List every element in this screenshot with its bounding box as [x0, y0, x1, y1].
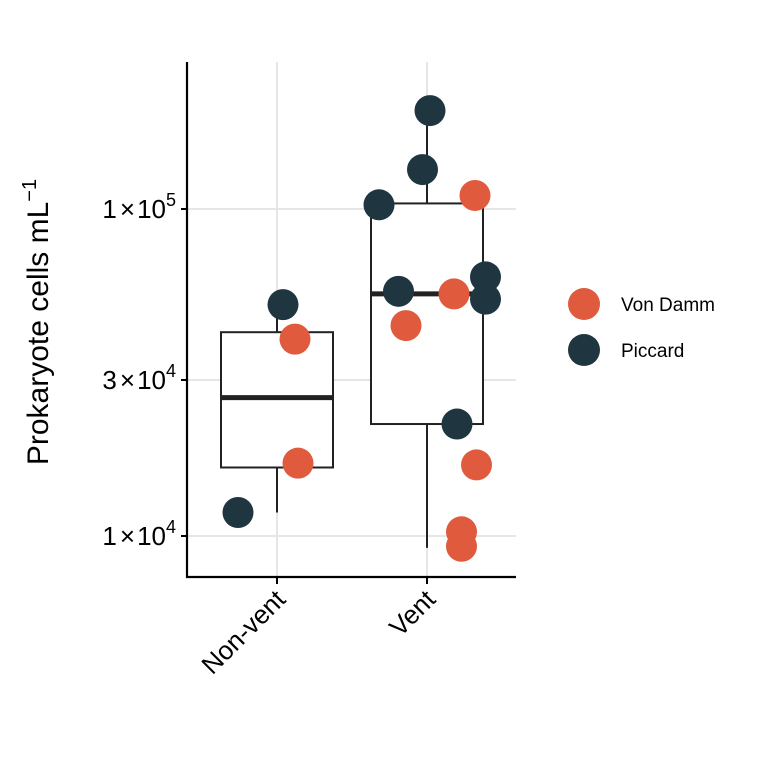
point-piccard	[414, 95, 446, 127]
point-piccard	[383, 275, 414, 307]
point-von-damm	[390, 310, 422, 342]
point-piccard	[267, 289, 299, 321]
box-vent	[370, 110, 484, 548]
x-tick-label-non-vent: Non-vent	[195, 583, 291, 679]
legend-key	[568, 288, 600, 320]
legend: Von Damm Piccard	[568, 288, 715, 366]
point-von-damm	[446, 530, 477, 562]
y-tick-label: 1 ×104	[102, 517, 176, 551]
legend-item-von-damm: Von Damm	[568, 288, 715, 320]
legend-item-piccard: Piccard	[568, 334, 684, 366]
point-von-damm	[461, 449, 492, 481]
y-axis-title: Prokaryote cells mL−1	[19, 179, 55, 465]
point-von-damm	[282, 447, 314, 479]
point-piccard	[407, 154, 438, 186]
point-von-damm	[279, 323, 311, 355]
y-axis-title-superscript: −1	[19, 179, 41, 202]
y-tick-label: 1 ×105	[102, 190, 176, 224]
point-piccard	[470, 261, 501, 293]
legend-label: Von Damm	[621, 295, 715, 316]
box-iqr	[370, 202, 484, 426]
legend-key	[568, 334, 600, 366]
point-piccard	[222, 496, 254, 528]
x-tick-labels: Non-vent Vent	[195, 577, 442, 680]
point-piccard	[470, 283, 501, 315]
box-non-vent	[220, 304, 334, 513]
y-tick-labels: 1 ×104 3 ×104 1 ×105	[102, 190, 187, 551]
point-von-damm	[438, 278, 470, 310]
x-tick-label-vent: Vent	[383, 583, 442, 642]
point-piccard	[441, 408, 473, 440]
y-tick-label: 3 ×104	[102, 361, 176, 395]
axes	[185, 62, 516, 579]
boxes	[220, 110, 484, 548]
legend-label: Piccard	[621, 341, 684, 362]
point-von-damm	[459, 179, 491, 211]
data-points	[222, 95, 501, 562]
point-piccard	[363, 189, 395, 221]
